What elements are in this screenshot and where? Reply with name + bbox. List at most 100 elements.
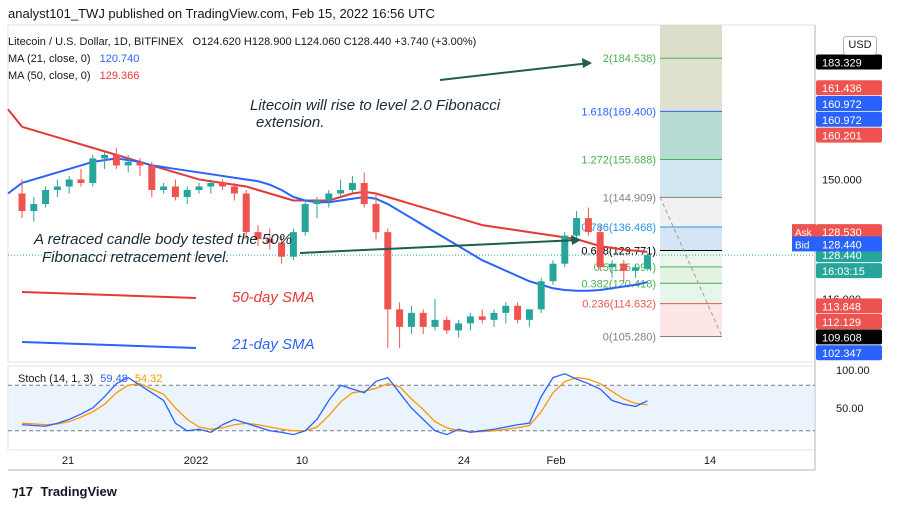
retrace-annotation-line2: Fibonacci retracement level. (42, 249, 230, 266)
candle (266, 239, 274, 243)
ma21-label: MA (21, close, 0) (8, 53, 91, 65)
rise-arrow-head (582, 58, 592, 68)
ma21-legend[interactable]: MA (21, close, 0) 120.740 (8, 51, 139, 68)
candle (632, 267, 640, 271)
symbol-name[interactable]: Litecoin / U.S. Dollar, 1D, BITFINEX (8, 36, 184, 48)
candle (242, 193, 250, 233)
currency-button[interactable]: USD (843, 36, 877, 55)
fib-zone (660, 25, 722, 59)
candle (337, 189, 345, 194)
fib-level-label: 0(105.280) (603, 331, 656, 343)
fib-level-label: 0.382(120.418) (581, 278, 656, 290)
stoch-legend[interactable]: Stoch (14, 1, 3) 59.48 54.32 (18, 373, 162, 385)
stoch-label: Stoch (14, 1, 3) (18, 373, 94, 385)
candle (101, 154, 109, 159)
stoch-k-value: 59.48 (100, 373, 128, 385)
candle (112, 154, 120, 166)
rise-annotation-line1: Litecoin will rise to level 2.0 Fibonacc… (250, 97, 501, 114)
fib-trend-line (659, 196, 723, 337)
fib-zone (660, 250, 722, 267)
price-badge-label: 128.440 (822, 250, 862, 262)
sma21-legend-line (21, 341, 197, 349)
price-badge (816, 111, 882, 127)
bid-value: 128.440 (822, 239, 862, 251)
price-badge (816, 127, 882, 143)
candle (124, 161, 132, 166)
candle (18, 193, 26, 212)
candle (407, 312, 415, 327)
price-badge-label: 113.848 (822, 301, 861, 313)
fib-zone (660, 58, 722, 112)
candle (148, 165, 156, 190)
price-badge (816, 247, 882, 263)
retrace-arrow-head (571, 235, 581, 245)
price-badge-label: 160.972 (822, 115, 862, 127)
candle (89, 158, 97, 183)
candle (478, 316, 486, 320)
candle (537, 281, 545, 310)
price-badge-label: 160.201 (822, 131, 862, 143)
ma21-value: 120.740 (99, 53, 140, 65)
price-badge (816, 80, 882, 96)
publish-header: analyst101_TWJ published on TradingView.… (8, 6, 435, 21)
ma50-line-start (7, 108, 23, 128)
x-tick-label: 10 (296, 455, 308, 467)
candle (360, 182, 368, 205)
price-badge (816, 313, 882, 329)
candle (195, 186, 203, 190)
countdown-badge (816, 263, 882, 279)
candle (372, 204, 380, 233)
bid-badge (816, 236, 882, 252)
fib-zone (660, 266, 722, 284)
candle (325, 193, 333, 201)
price-badge (816, 298, 882, 314)
fib-zone (660, 303, 722, 337)
candle (136, 161, 144, 166)
stoch-band (8, 385, 815, 431)
candle (608, 263, 616, 268)
price-badge-label: 183.329 (822, 57, 862, 69)
sma21-annotation: 21-day SMA (231, 336, 315, 353)
rise-arrow (439, 62, 591, 81)
candle (443, 319, 451, 331)
candle (30, 204, 38, 212)
fib-zone (660, 226, 722, 251)
candle (219, 182, 227, 187)
ma50-value: 129.366 (99, 70, 140, 82)
candle (230, 186, 238, 194)
candle (384, 232, 392, 310)
x-tick-label: 21 (62, 455, 74, 467)
ma21-line-start (7, 182, 23, 195)
stoch-tick-label: 50.00 (836, 403, 864, 415)
ma21-line (21, 157, 648, 292)
price-badge-label: 161.436 (822, 83, 862, 95)
price-badge-label: 109.608 (822, 332, 862, 344)
candle (466, 316, 474, 324)
ask-value: 128.530 (822, 227, 862, 239)
stoch-d-line (21, 376, 648, 433)
price-badge (816, 345, 882, 361)
candle (77, 179, 85, 183)
candle (254, 232, 262, 240)
ma50-legend[interactable]: MA (50, close, 0) 129.366 (8, 68, 139, 85)
x-tick-label: 24 (458, 455, 470, 467)
rise-annotation-line2: extension. (256, 114, 324, 131)
candle (207, 182, 215, 187)
tv-logo-icon: ⁊17 (12, 484, 33, 499)
fib-level-label: 1.618(169.400) (581, 106, 656, 118)
y-tick-label: 150.000 (822, 174, 862, 186)
x-tick-label: Feb (547, 455, 566, 467)
bid-label: Bid (795, 240, 809, 251)
candle (561, 235, 569, 264)
tradingview-logo[interactable]: ⁊17 TradingView (12, 484, 117, 500)
ma50-label: MA (50, close, 0) (8, 70, 91, 82)
ohlc-values: O124.620 H128.900 L124.060 C128.440 +3.7… (192, 36, 477, 48)
sma50-legend-line (21, 291, 197, 299)
candle (431, 319, 439, 327)
price-badge-label: 112.129 (822, 317, 861, 329)
candle (278, 242, 286, 257)
fib-level-label: 0.236(114.632) (582, 299, 656, 311)
fib-level-label: 2(184.538) (603, 53, 656, 65)
candle (455, 323, 463, 331)
ask-label: Ask (795, 228, 813, 239)
